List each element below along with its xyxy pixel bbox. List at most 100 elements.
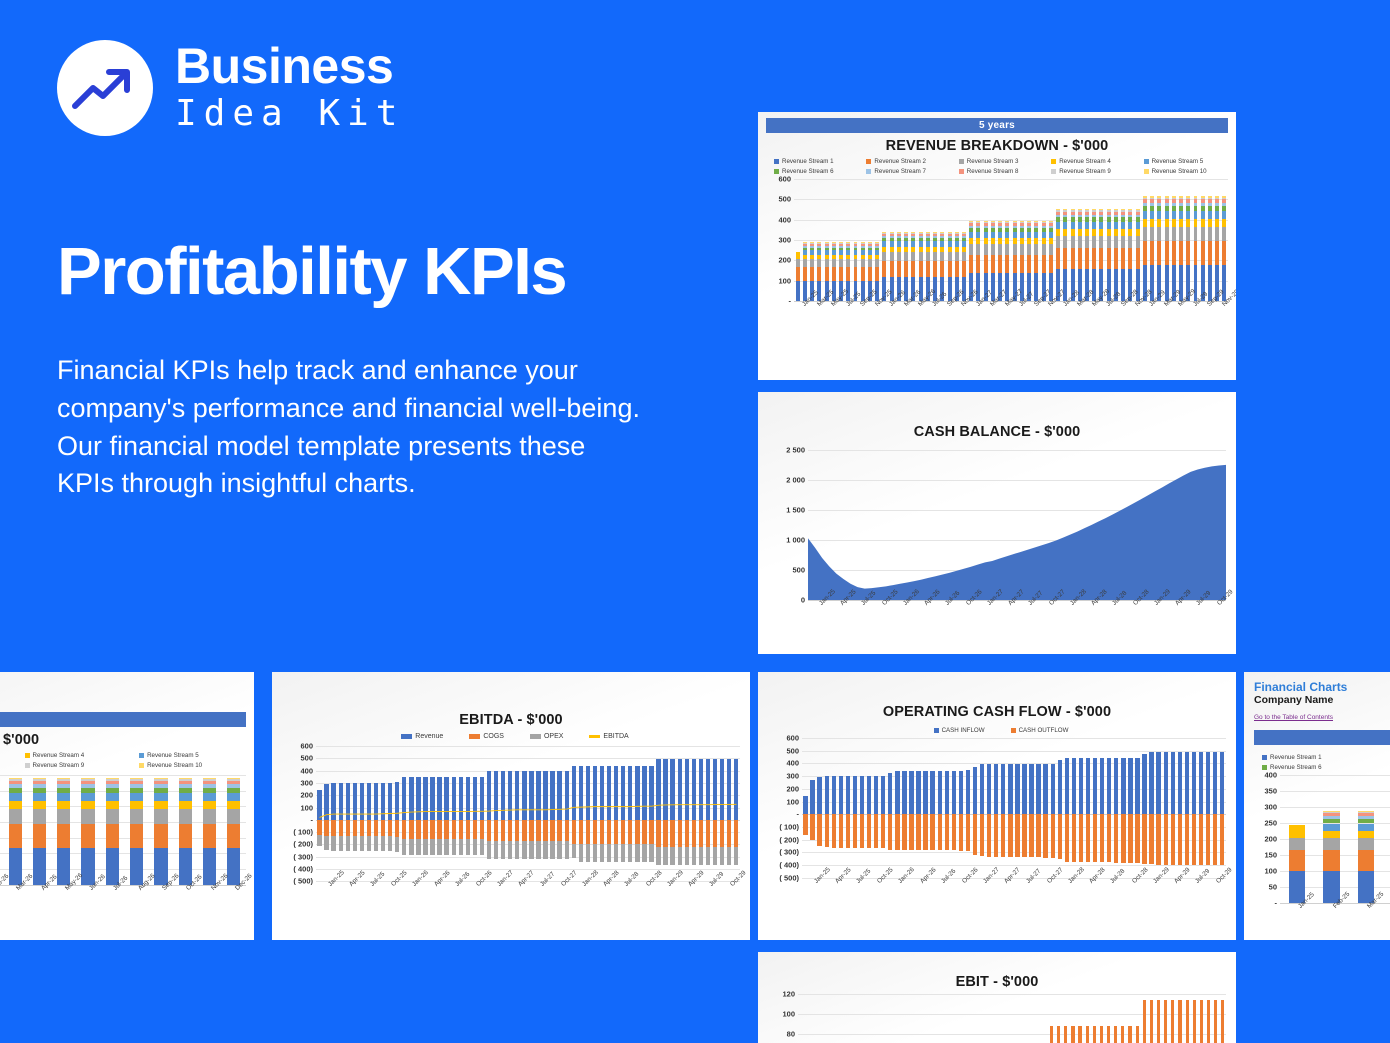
table-of-contents-link[interactable]: Go to the Table of Contents [1254, 714, 1334, 721]
bar-segment [1019, 238, 1024, 245]
bar-segment [846, 247, 851, 251]
bar-segment [1078, 1026, 1082, 1043]
y-axis-tick: 100 [1264, 866, 1277, 876]
bar-segment [1186, 218, 1191, 227]
bar-segment [338, 782, 343, 820]
bar-segment [1056, 217, 1061, 222]
bar-segment [1215, 199, 1220, 203]
bar-segment [1171, 226, 1176, 241]
legend-label: Revenue Stream 1 [1270, 754, 1322, 761]
bar-segment [839, 250, 843, 255]
bar-segment [32, 848, 47, 885]
bar-segment [345, 819, 350, 837]
bar-group [316, 746, 323, 881]
bar-group [323, 746, 330, 881]
bar-segment [444, 776, 449, 820]
bar-segment [1179, 264, 1184, 301]
bar-series [794, 179, 1228, 301]
legend-item: Revenue Stream 3 [951, 157, 1043, 167]
bar-segment [578, 843, 584, 863]
bar-group [887, 738, 894, 878]
bar-segment [860, 245, 865, 248]
bar-segment [543, 841, 548, 859]
bar-segment [972, 814, 978, 856]
bar-group [173, 775, 197, 885]
bar-segment [958, 814, 964, 851]
bar-segment [933, 261, 938, 278]
bar-segment [1135, 217, 1140, 222]
bar-segment [726, 759, 732, 820]
bar-group [478, 746, 485, 881]
bar-segment [918, 235, 923, 239]
bar-segment [8, 809, 22, 824]
bar-segment [810, 243, 815, 244]
bar-segment [882, 235, 887, 239]
card-financial-charts: Financial Charts Company Name Go to the … [1244, 672, 1390, 940]
bar-segment [1150, 202, 1155, 206]
bar-group [591, 746, 598, 881]
bar-segment [1077, 221, 1082, 229]
bar-segment [81, 784, 95, 788]
bar-segment [1222, 197, 1227, 200]
bar-segment [867, 254, 872, 260]
bar-segment [1357, 823, 1375, 831]
bar-segment [366, 819, 372, 837]
y-axis-tick: 200 [778, 255, 791, 265]
bar-segment [1164, 264, 1169, 301]
bar-segment [227, 777, 241, 780]
bar-segment [1121, 217, 1126, 222]
legend-label: Revenue Stream 10 [1151, 167, 1207, 175]
bar-group [919, 994, 926, 1043]
bar-segment [1043, 814, 1048, 858]
legend-item: Revenue Stream 4 [17, 751, 132, 761]
brand-title: Business [175, 37, 394, 94]
bar-segment [1323, 830, 1340, 838]
bar-segment [839, 242, 843, 244]
bar-segment [606, 765, 612, 820]
bar-group [401, 746, 408, 881]
bar-segment [831, 247, 836, 251]
bar-segment [1019, 223, 1024, 226]
bar-segment [904, 232, 909, 234]
bar-segment [983, 225, 988, 229]
bar-segment [1050, 763, 1055, 815]
bar-segment [1027, 254, 1032, 274]
bar-segment [1106, 210, 1111, 212]
legend-item: Revenue Stream 6 [766, 167, 858, 177]
revenue-24m-title: REAKDOWN - $'000 [0, 732, 40, 748]
bar-segment [719, 759, 725, 820]
bar-segment [1142, 196, 1147, 198]
bar-group [387, 746, 394, 881]
legend-swatch [866, 169, 872, 175]
bar-group [563, 746, 570, 881]
bar-series [798, 994, 1226, 1043]
bar-segment [734, 759, 739, 820]
bar-segment [1005, 232, 1010, 239]
bar-segment [1164, 218, 1169, 227]
gridline [316, 844, 740, 846]
page-title: Profitability KPIs [57, 234, 568, 309]
bar-segment [1063, 228, 1068, 236]
legend-label: Revenue Stream 3 [966, 158, 1019, 165]
bar-segment [698, 819, 704, 847]
bar-segment [606, 843, 612, 863]
bar-segment [649, 819, 654, 844]
bar-segment [817, 247, 822, 251]
legend-item: Revenue Stream 10 [1136, 167, 1228, 177]
gridline [802, 877, 1226, 879]
legend-item: Revenue Stream 9 [1043, 167, 1135, 177]
bar-segment [1077, 211, 1082, 215]
bar-segment [1070, 228, 1075, 236]
card-operating-cash-flow: OPERATING CASH FLOW - $'000 CASH INFLOW C… [758, 672, 1236, 940]
bar-segment [965, 814, 971, 851]
bar-segment [1193, 202, 1198, 206]
bar-segment [1200, 199, 1205, 203]
bar-segment [430, 819, 435, 839]
bar-group [939, 179, 946, 301]
legend-item: Revenue Stream 5 [131, 751, 246, 761]
bar-group [801, 179, 808, 301]
bar-segment [859, 775, 865, 815]
financial-charts-band [1254, 730, 1390, 745]
bar-segment [1191, 814, 1197, 865]
bar-group [394, 746, 401, 881]
